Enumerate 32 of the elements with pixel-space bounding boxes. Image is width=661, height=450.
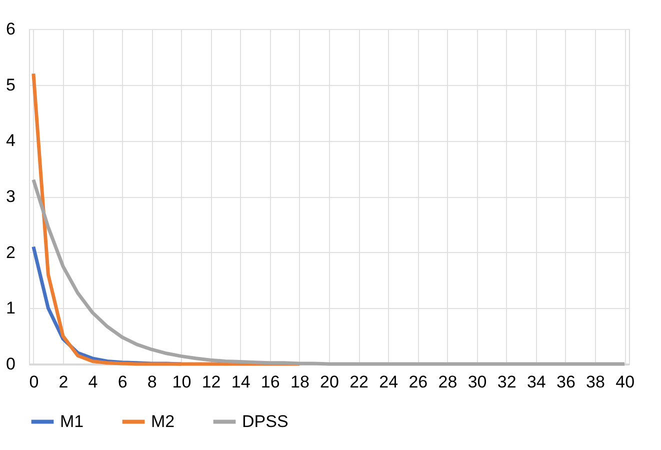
x-tick-label: 20 <box>320 372 339 392</box>
x-tick-label: 0 <box>29 372 39 392</box>
x-tick-label: 16 <box>260 372 280 392</box>
x-tick-label: 12 <box>202 372 221 392</box>
legend-label: DPSS <box>242 412 288 431</box>
line-series <box>32 178 626 366</box>
x-tick-label: 28 <box>438 372 458 392</box>
y-tick-label: 2 <box>6 242 16 262</box>
x-tick-label: 26 <box>408 372 428 392</box>
x-tick-label: 40 <box>616 372 635 392</box>
x-tick-label: 4 <box>88 372 98 392</box>
x-tick-label: 34 <box>526 372 546 392</box>
y-tick-label: 6 <box>6 20 16 38</box>
x-tick-label: 14 <box>231 372 250 392</box>
x-tick-label: 30 <box>468 372 487 392</box>
x-tick-label: 22 <box>350 372 369 392</box>
legend-label: M2 <box>151 412 175 431</box>
x-tick-label: 6 <box>118 372 128 392</box>
y-tick-label: 1 <box>6 298 16 318</box>
legend-label: M1 <box>60 412 84 431</box>
y-tick-label: 0 <box>6 354 16 374</box>
y-tick-label: 5 <box>6 75 16 94</box>
x-tick-label: 36 <box>556 372 576 392</box>
x-tick-label: 8 <box>147 372 157 392</box>
x-tick-label: 38 <box>586 372 605 392</box>
x-tick-label: 24 <box>379 372 398 392</box>
x-tick-label: 2 <box>58 372 68 392</box>
x-tick-label: 32 <box>497 372 516 392</box>
x-tick-label: 18 <box>290 372 310 392</box>
x-tick-label: 10 <box>172 372 192 392</box>
y-tick-label: 4 <box>6 131 16 150</box>
y-tick-label: 3 <box>6 187 16 206</box>
